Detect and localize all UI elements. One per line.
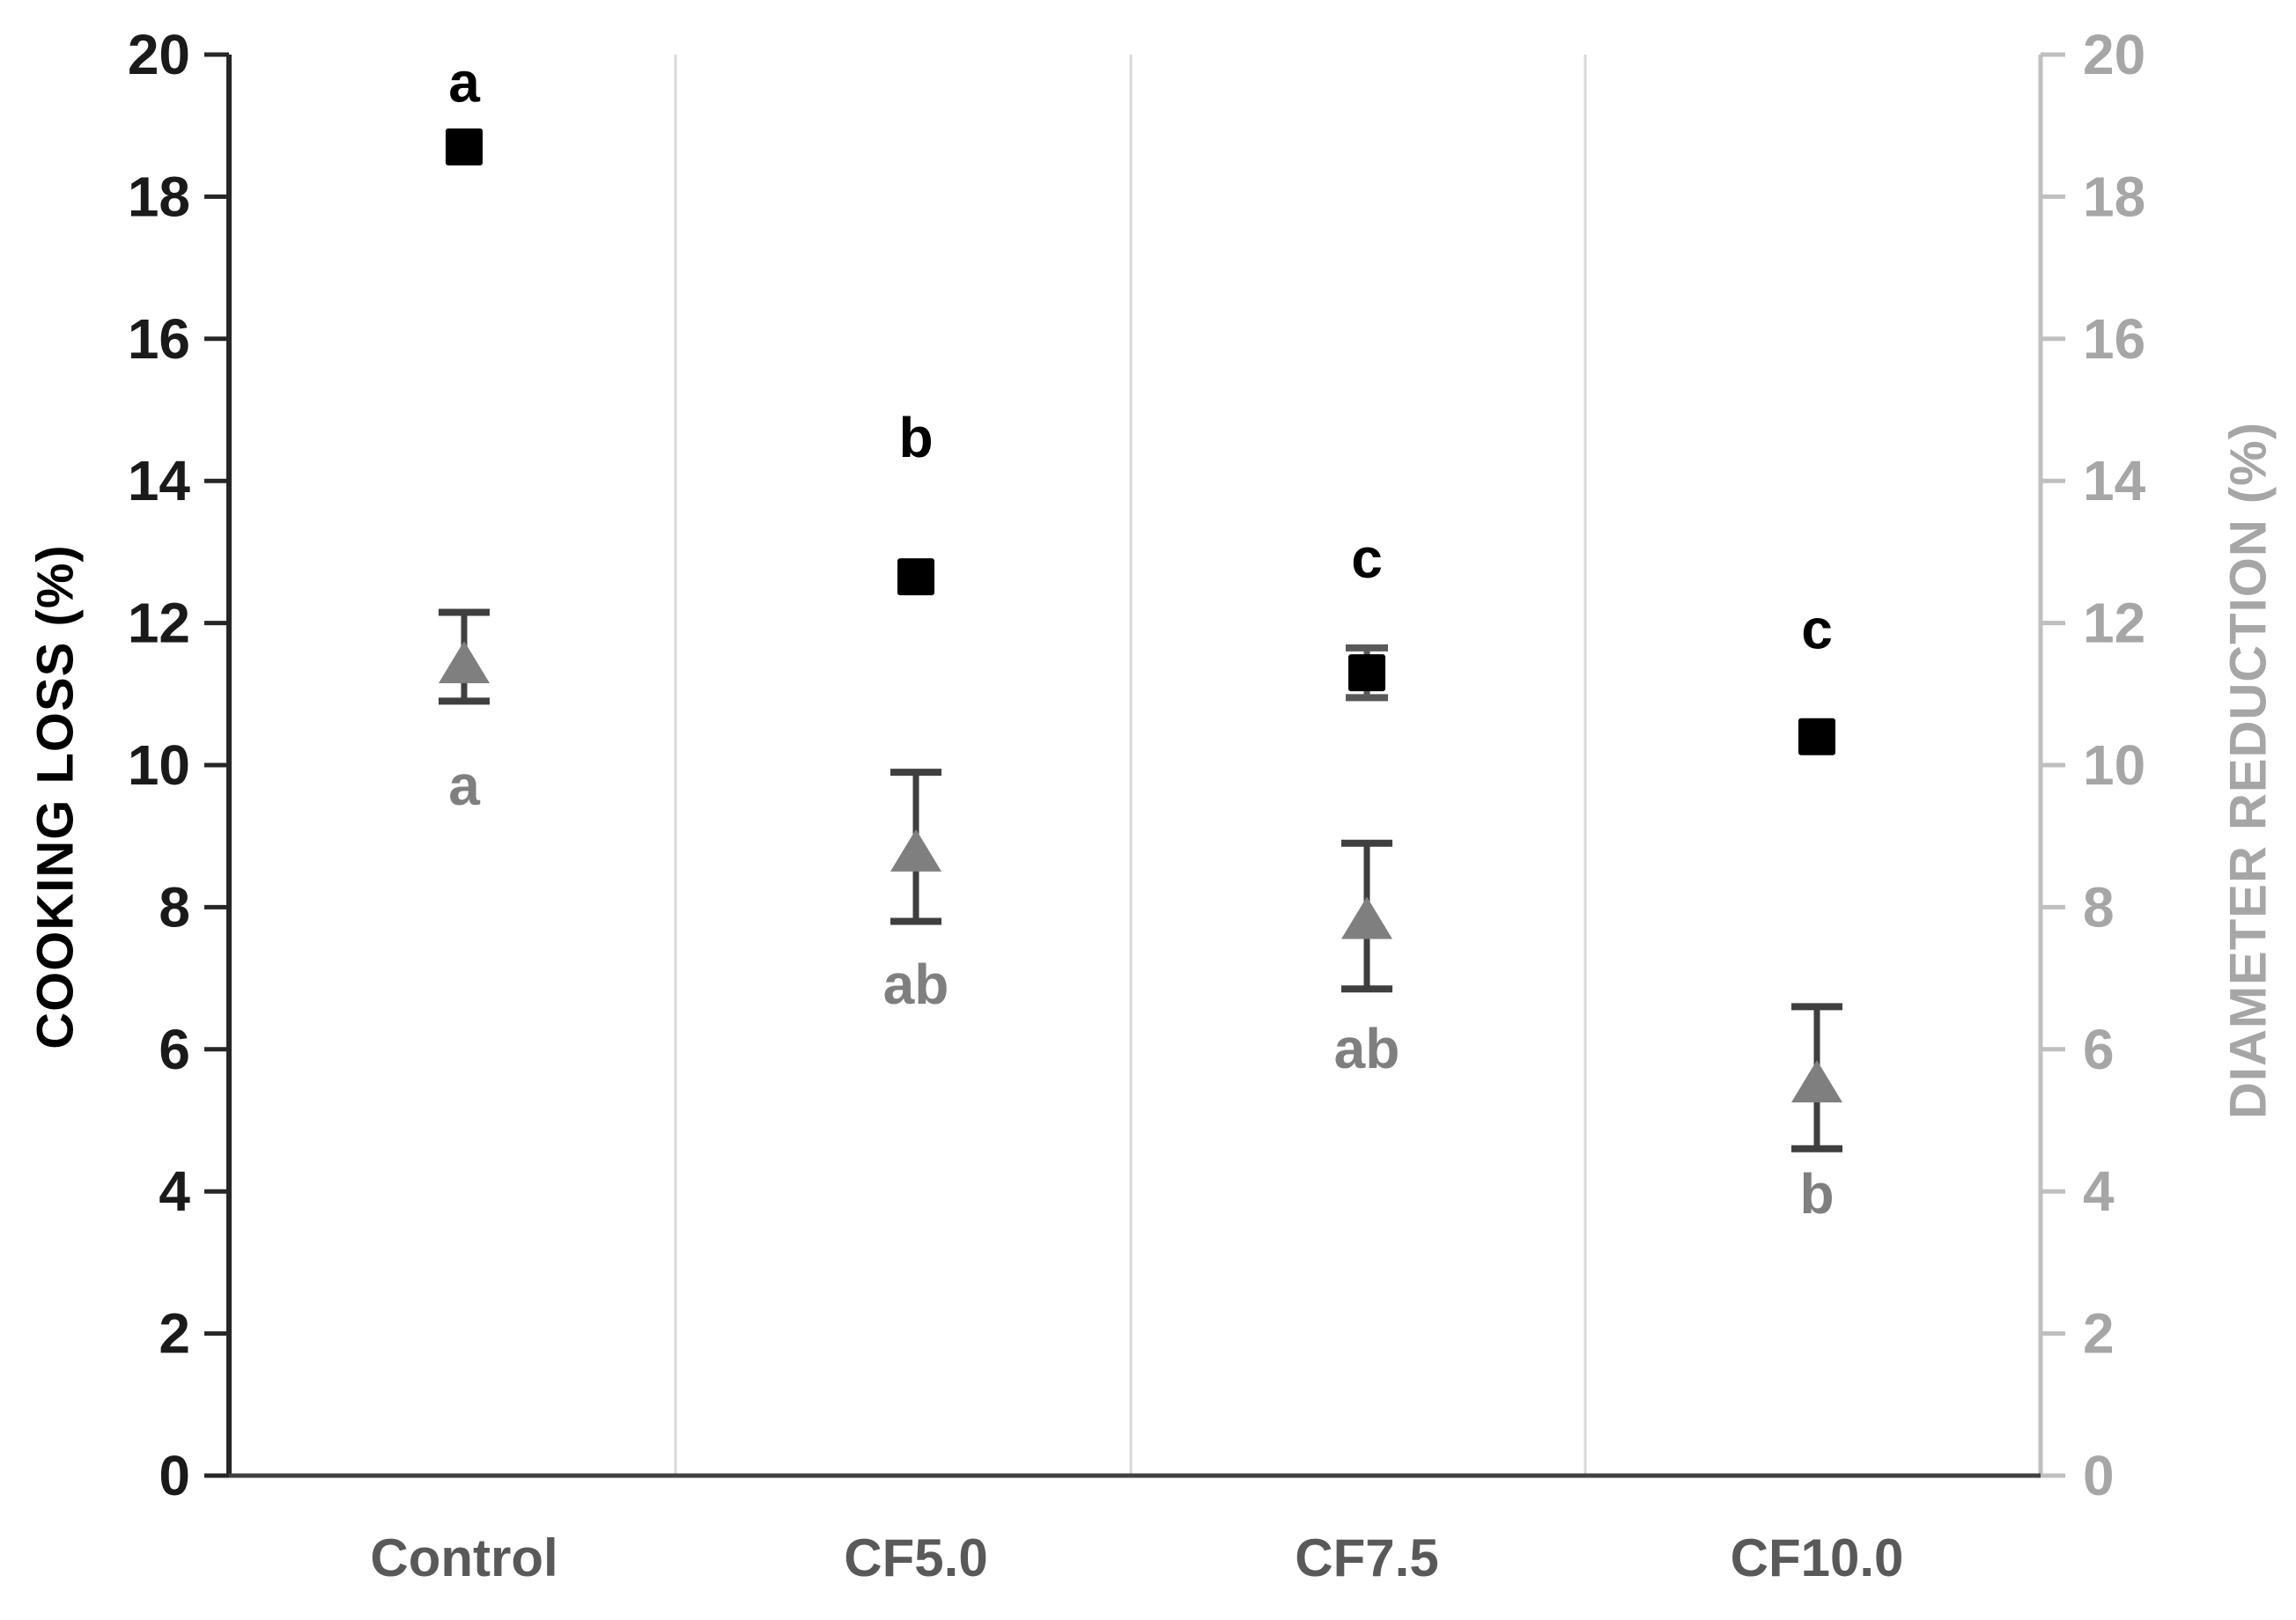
right-axis-tick-label: 20 [2083, 23, 2145, 86]
left-axis-tick-label: 2 [159, 1302, 190, 1366]
right-axis-tick-label: 10 [2083, 733, 2145, 797]
right-axis-tick-label: 18 [2083, 165, 2145, 228]
left-axis-tick-label: 10 [128, 733, 190, 797]
left-axis-tick-label: 20 [128, 23, 190, 86]
right-axis-tick-label: 4 [2083, 1160, 2115, 1223]
left-axis-tick-label: 0 [159, 1444, 190, 1507]
significance-letter: b [898, 406, 933, 469]
left-axis-tick-label: 12 [128, 592, 190, 655]
square-marker [1798, 718, 1835, 755]
significance-letter: ab [883, 953, 949, 1016]
triangle-marker [1791, 1060, 1842, 1103]
right-axis-tick-label: 0 [2083, 1444, 2115, 1507]
significance-letter: a [448, 754, 480, 817]
left-axis-tick-label: 4 [159, 1160, 190, 1223]
left-axis-title: COOKING LOSS (%) [26, 544, 85, 1049]
right-axis-title: DIAMETER REDUCTION (%) [2219, 421, 2278, 1120]
square-marker [1348, 654, 1385, 692]
left-axis-tick-label: 18 [128, 165, 190, 228]
triangle-marker [439, 640, 490, 683]
left-axis-tick-label: 14 [128, 449, 191, 512]
right-axis-tick-label: 12 [2083, 592, 2145, 655]
left-axis-tick-label: 6 [159, 1018, 190, 1081]
category-label: CF10.0 [1731, 1528, 1904, 1587]
significance-letter: c [1351, 526, 1383, 590]
triangle-marker [1341, 896, 1392, 939]
left-axis-tick-label: 8 [159, 875, 190, 939]
right-axis-tick-label: 8 [2083, 875, 2115, 939]
left-axis-tick-label: 16 [128, 307, 190, 371]
category-label: Control [370, 1528, 557, 1587]
significance-letter: a [448, 50, 480, 114]
square-marker [446, 128, 483, 166]
significance-letter: b [1799, 1162, 1834, 1226]
category-label: CF7.5 [1295, 1528, 1438, 1587]
right-axis-tick-label: 14 [2083, 449, 2146, 512]
square-marker [897, 558, 934, 596]
right-axis-tick-label: 6 [2083, 1018, 2115, 1081]
significance-letter: ab [1334, 1017, 1400, 1080]
right-axis-tick-label: 16 [2083, 307, 2145, 371]
category-label: CF5.0 [844, 1528, 987, 1587]
triangle-marker [890, 828, 941, 872]
significance-letter: c [1801, 598, 1833, 661]
right-axis-tick-label: 2 [2083, 1302, 2115, 1366]
